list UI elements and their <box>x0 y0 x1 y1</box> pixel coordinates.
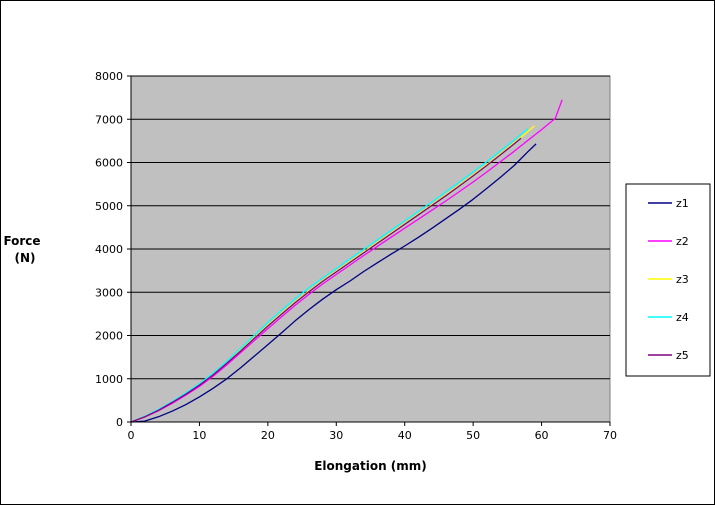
x-tick-label: 30 <box>329 429 343 442</box>
legend-label-z1: z1 <box>676 197 689 210</box>
series-line-z1 <box>130 143 537 423</box>
series-line-z5 <box>130 137 522 423</box>
y-tick-label: 8000 <box>95 70 123 83</box>
series-layer <box>130 99 563 423</box>
y-tick-label: 1000 <box>95 373 123 386</box>
x-tick-label: 40 <box>398 429 412 442</box>
legend: z1 z2 z3 z4 z5 <box>625 183 711 377</box>
y-tick-label: 2000 <box>95 330 123 343</box>
legend-label-z3: z3 <box>676 273 689 286</box>
x-tick-label: 60 <box>535 429 549 442</box>
y-axis-label-line2: (N) <box>14 251 35 265</box>
legend-label-z5: z5 <box>676 349 689 362</box>
x-axis-label: Elongation (mm) <box>314 459 427 473</box>
series-line-z4 <box>130 128 529 423</box>
legend-box <box>625 183 711 377</box>
y-tick-label: 3000 <box>95 286 123 299</box>
y-axis-label-line1: Force <box>3 234 40 248</box>
legend-label-z2: z2 <box>676 235 689 248</box>
axes: 0 1000 2000 3000 4000 5000 6000 7000 8000 0 10 20 30… <box>95 70 617 442</box>
x-tick-label: 0 <box>128 429 135 442</box>
legend-label-z4: z4 <box>676 311 689 324</box>
x-tick-label: 50 <box>466 429 480 442</box>
x-tick-label: 20 <box>261 429 275 442</box>
y-tick-label: 0 <box>116 416 123 429</box>
y-tick-label: 4000 <box>95 243 123 256</box>
x-tick-label: 10 <box>192 429 206 442</box>
y-tick-label: 5000 <box>95 200 123 213</box>
x-tick-label: 70 <box>603 429 617 442</box>
y-tick-label: 7000 <box>95 113 123 126</box>
series-line-z2 <box>130 99 563 423</box>
y-tick-label: 6000 <box>95 157 123 170</box>
gridlines <box>131 75 610 380</box>
